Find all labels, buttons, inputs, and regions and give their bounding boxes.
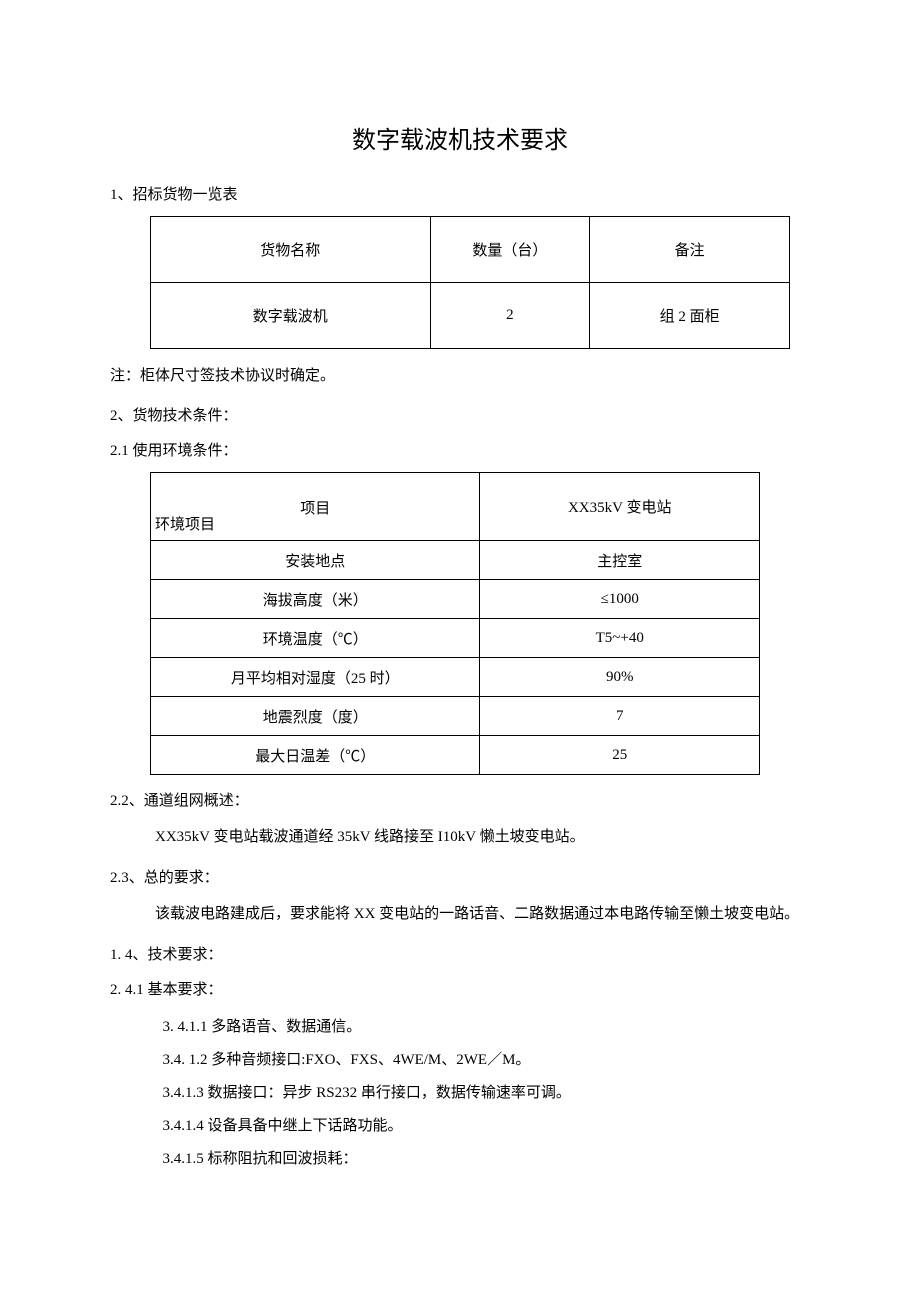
table-cell: 数字载波机 [151,283,431,349]
table-row: 环境温度（℃） T5~+40 [151,619,760,658]
list-item: 3. 4.1.1 多路语音、数据通信。 [110,1011,810,1044]
section-2-2-body: XX35kV 变电站载波通道经 35kV 线路接至 I10kV 懒土坡变电站。 [110,822,810,852]
table-row: 地震烈度（度） 7 [151,697,760,736]
table-cell: 地震烈度（度） [151,697,480,736]
table-header-row: 货物名称 数量（台） 备注 [151,217,790,283]
table-header-cell: 数量（台） [430,217,590,283]
list-item: 3.4.1.5 标称阻抗和回波损耗： [110,1143,810,1176]
table-cell: 安装地点 [151,541,480,580]
table-cell: 海拔高度（米） [151,580,480,619]
table-row: 月平均相对湿度（25 时） 90% [151,658,760,697]
section-2-3-heading: 2.3、总的要求： [110,866,810,887]
table-row: 数字载波机 2 组 2 面柜 [151,283,790,349]
table-cell: 2 [430,283,590,349]
table-header-cell: 备注 [590,217,790,283]
table-header-cell: XX35kV 变电站 [480,473,760,541]
goods-table: 货物名称 数量（台） 备注 数字载波机 2 组 2 面柜 [150,216,790,349]
table-cell: ≤1000 [480,580,760,619]
table-note: 注：柜体尺寸签技术协议时确定。 [110,363,810,390]
table-row: 安装地点 主控室 [151,541,760,580]
table-cell: 主控室 [480,541,760,580]
section-1-heading: 1、招标货物一览表 [110,183,810,204]
table-cell: 组 2 面柜 [590,283,790,349]
section-2-4-1-heading: 2. 4.1 基本要求： [110,978,810,999]
section-2-3-body: 该载波电路建成后，要求能将 XX 变电站的一路话音、二路数据通过本电路传输至懒土… [110,899,810,929]
document-title: 数字载波机技术要求 [110,120,810,155]
section-2-heading: 2、货物技术条件： [110,404,810,425]
table-cell: T5~+40 [480,619,760,658]
table-row: 最大日温差（℃） 25 [151,736,760,775]
table-cell: 环境温度（℃） [151,619,480,658]
table-cell: 最大日温差（℃） [151,736,480,775]
environment-table: 项目 环境项目 XX35kV 变电站 安装地点 主控室 海拔高度（米） ≤100… [150,472,760,775]
table-header-row: 项目 环境项目 XX35kV 变电站 [151,473,760,541]
table-cell: 月平均相对湿度（25 时） [151,658,480,697]
table-cell: 25 [480,736,760,775]
table-row: 海拔高度（米） ≤1000 [151,580,760,619]
list-item: 3.4.1.3 数据接口：异步 RS232 串行接口，数据传输速率可调。 [110,1077,810,1110]
section-2-4-heading: 1. 4、技术要求： [110,943,810,964]
table-cell: 90% [480,658,760,697]
list-item: 3.4. 1.2 多种音频接口:FXO、FXS、4WE/M、2WE／M。 [110,1044,810,1077]
section-2-2-heading: 2.2、通道组网概述： [110,789,810,810]
table-cell: 7 [480,697,760,736]
table-header-cell: 货物名称 [151,217,431,283]
table-header-cell: 项目 环境项目 [151,473,480,541]
list-item: 3.4.1.4 设备具备中继上下话路功能。 [110,1110,810,1143]
header-label-bottom: 环境项目 [155,513,215,534]
section-2-1-heading: 2.1 使用环境条件： [110,439,810,460]
